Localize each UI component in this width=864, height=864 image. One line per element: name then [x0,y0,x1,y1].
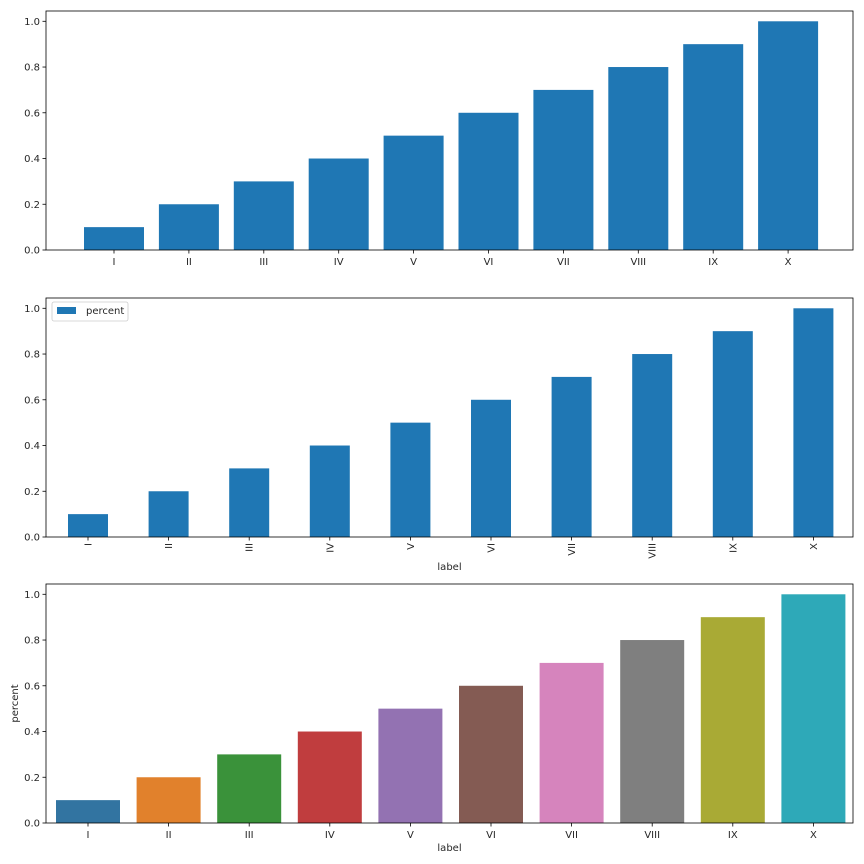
bar-I [56,800,120,823]
bar-IX [683,44,744,251]
y-tick-label: 0.4 [24,441,40,452]
x-tick-label: X [785,257,792,268]
axes-frame [45,10,854,251]
bar-VI [458,112,519,250]
y-tick-label: 0.6 [24,681,40,692]
x-tick-label: VI [487,543,498,553]
bar-VI [471,399,511,537]
legend-box [51,301,129,322]
x-axis-label: label [437,843,461,854]
y-tick-label: 0.8 [24,350,40,361]
bar-VIII [620,640,685,823]
x-tick-label: II [166,830,172,841]
legend-swatch [57,307,76,314]
x-tick-label: VI [484,257,494,268]
bar-V [383,135,444,250]
legend-label: percent [86,306,124,317]
axes-frame [45,583,854,824]
x-tick-label: IV [334,257,344,268]
x-tick-label: IV [325,543,336,553]
x-tick-label: VII [557,257,570,268]
chart-3: 0.00.20.40.60.81.0I II III IV V VI VII VIII IX Xl… [10,583,854,854]
chart-2: 0.00.20.40.60.81.0I II III IV V VI VII VIII IX Xl… [24,297,854,573]
y-tick-label: 0.2 [24,200,40,211]
bar-IV [309,445,350,537]
y-tick-label: 0.8 [24,63,40,74]
x-tick-label: X [809,543,820,550]
bar-I [84,227,144,250]
bar-IV [308,158,369,250]
y-tick-label: 0.6 [24,395,40,406]
x-tick-label: VIII [648,543,659,559]
bar-II [136,777,201,823]
bar-V [378,708,443,823]
bar-IX [700,617,765,823]
y-tick-label: 0.2 [24,773,40,784]
x-tick-label: X [810,830,817,841]
y-tick-label: 1.0 [24,590,40,601]
x-tick-label: VII [565,830,578,841]
y-tick-label: 0.4 [24,727,40,738]
x-tick-label: III [245,830,254,841]
bar-II [158,204,219,250]
legend: percent [51,301,129,322]
bar-II [148,491,189,537]
y-tick-label: 1.0 [24,17,40,28]
x-tick-label: II [186,257,192,268]
y-tick-label: 0.0 [24,819,40,830]
bar-X [781,594,846,823]
x-tick-label: VI [486,830,496,841]
bar-I [68,514,108,537]
y-tick-label: 0.4 [24,154,40,165]
x-tick-label: III [259,257,268,268]
y-tick-label: 0.8 [24,636,40,647]
x-axis-label: label [437,562,461,573]
y-tick-label: 1.0 [24,304,40,315]
y-axis-label: percent [10,684,21,722]
x-tick-label: I [113,257,116,268]
x-tick-label: VII [567,543,578,556]
x-tick-label: IX [708,257,718,268]
x-tick-label: III [245,543,256,552]
x-tick-label: VIII [630,257,646,268]
y-tick-label: 0.0 [24,246,40,257]
y-tick-label: 0.0 [24,533,40,544]
bar-VII [539,662,604,823]
bar-III [233,181,294,250]
x-tick-label: IX [728,830,738,841]
x-tick-label: II [164,543,175,549]
x-tick-label: IX [728,543,739,553]
axes-frame [45,297,854,538]
x-tick-label: V [407,830,414,841]
x-tick-label: I [84,543,95,546]
bar-III [217,754,282,823]
bar-III [229,468,270,537]
x-tick-label: VIII [644,830,660,841]
x-tick-label: V [406,543,417,550]
chart-1: 0.00.20.40.60.81.0I II III IV V VI VII VIII IX X [24,10,854,268]
x-tick-label: IV [325,830,335,841]
bar-X [793,308,834,537]
y-tick-label: 0.6 [24,108,40,119]
bar-VIII [632,354,673,537]
x-tick-label: V [410,257,417,268]
x-tick-label: I [87,830,90,841]
y-tick-label: 0.2 [24,487,40,498]
bar-X [758,21,819,250]
bar-V [390,422,431,537]
bar-VII [551,376,592,537]
bar-VIII [608,67,669,250]
bar-IV [297,731,362,823]
bar-VII [533,89,594,251]
bar-IX [712,331,753,537]
bar-VI [459,685,523,823]
